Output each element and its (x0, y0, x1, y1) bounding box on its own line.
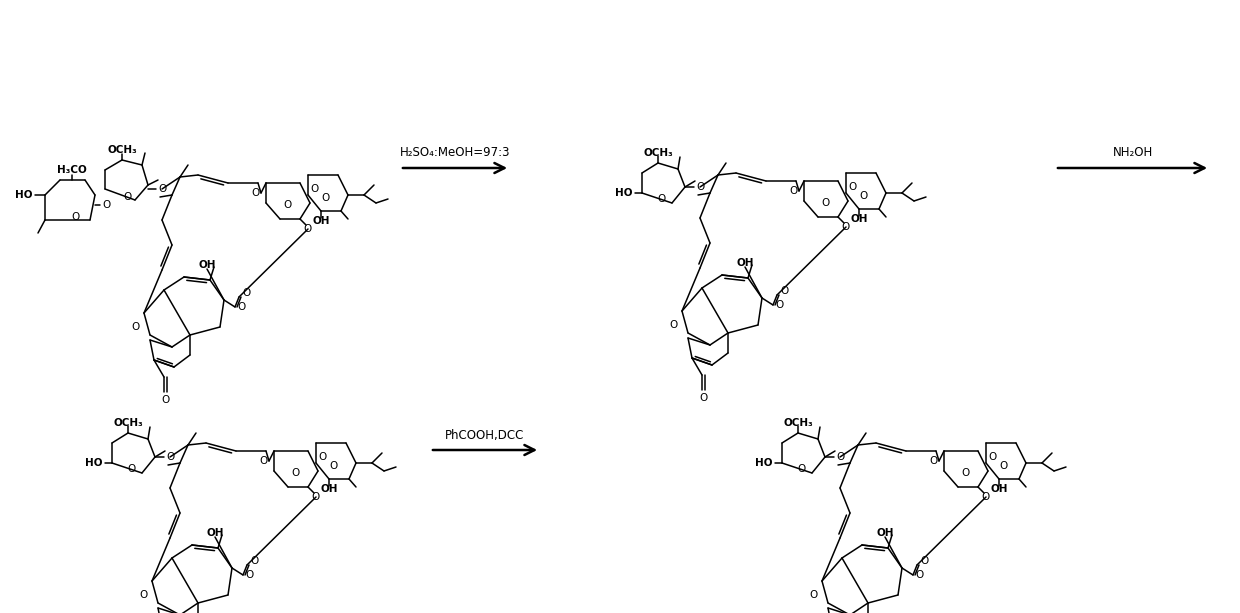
Text: O: O (696, 182, 704, 192)
Text: O: O (102, 200, 110, 210)
Text: O: O (988, 452, 996, 462)
Text: HO: HO (754, 458, 773, 468)
Text: O: O (999, 461, 1008, 471)
Text: O: O (161, 395, 169, 405)
Text: O: O (322, 193, 330, 203)
Text: HO: HO (615, 188, 632, 198)
Text: OH: OH (737, 258, 754, 268)
Text: O: O (330, 461, 339, 471)
Text: O: O (124, 192, 133, 202)
Text: O: O (312, 492, 320, 502)
Text: O: O (930, 456, 937, 466)
Text: PhCOOH,DCC: PhCOOH,DCC (445, 428, 525, 441)
Text: O: O (775, 300, 784, 310)
Text: O: O (250, 556, 258, 566)
Text: H₂SO₄:MeOH=97:3: H₂SO₄:MeOH=97:3 (399, 147, 510, 159)
Text: O: O (140, 590, 148, 600)
Text: O: O (780, 286, 789, 296)
Text: H₃CO: H₃CO (57, 165, 87, 175)
Text: O: O (304, 224, 312, 234)
Text: O: O (915, 570, 924, 580)
Text: OCH₃: OCH₃ (107, 145, 136, 155)
Text: O: O (810, 590, 818, 600)
Text: O: O (848, 182, 857, 192)
Text: O: O (131, 322, 140, 332)
Text: OCH₃: OCH₃ (644, 148, 673, 158)
Text: O: O (317, 452, 326, 462)
Text: O: O (822, 198, 830, 208)
Text: OCH₃: OCH₃ (784, 418, 813, 428)
Text: O: O (699, 393, 707, 403)
Text: O: O (166, 452, 175, 462)
Text: O: O (237, 302, 246, 312)
Text: OCH₃: OCH₃ (113, 418, 143, 428)
Text: O: O (842, 222, 851, 232)
Text: OH: OH (320, 484, 337, 494)
Text: O: O (859, 191, 868, 201)
Text: O: O (259, 456, 268, 466)
Text: O: O (310, 184, 319, 194)
Text: O: O (128, 464, 136, 474)
Text: HO: HO (15, 190, 32, 200)
Text: OH: OH (851, 214, 868, 224)
Text: OH: OH (312, 216, 330, 226)
Text: OH: OH (877, 528, 894, 538)
Text: OH: OH (198, 260, 216, 270)
Text: O: O (71, 212, 79, 222)
Text: O: O (797, 464, 806, 474)
Text: HO: HO (84, 458, 102, 468)
Text: O: O (790, 186, 799, 196)
Text: O: O (920, 556, 929, 566)
Text: OH: OH (206, 528, 223, 538)
Text: O: O (962, 468, 970, 478)
Text: O: O (284, 200, 293, 210)
Text: O: O (836, 452, 844, 462)
Text: O: O (291, 468, 300, 478)
Text: O: O (242, 288, 250, 298)
Text: O: O (670, 320, 678, 330)
Text: O: O (252, 188, 260, 198)
Text: O: O (658, 194, 666, 204)
Text: O: O (982, 492, 990, 502)
Text: O: O (157, 184, 166, 194)
Text: OH: OH (991, 484, 1008, 494)
Text: O: O (246, 570, 253, 580)
Text: NH₂OH: NH₂OH (1112, 147, 1153, 159)
